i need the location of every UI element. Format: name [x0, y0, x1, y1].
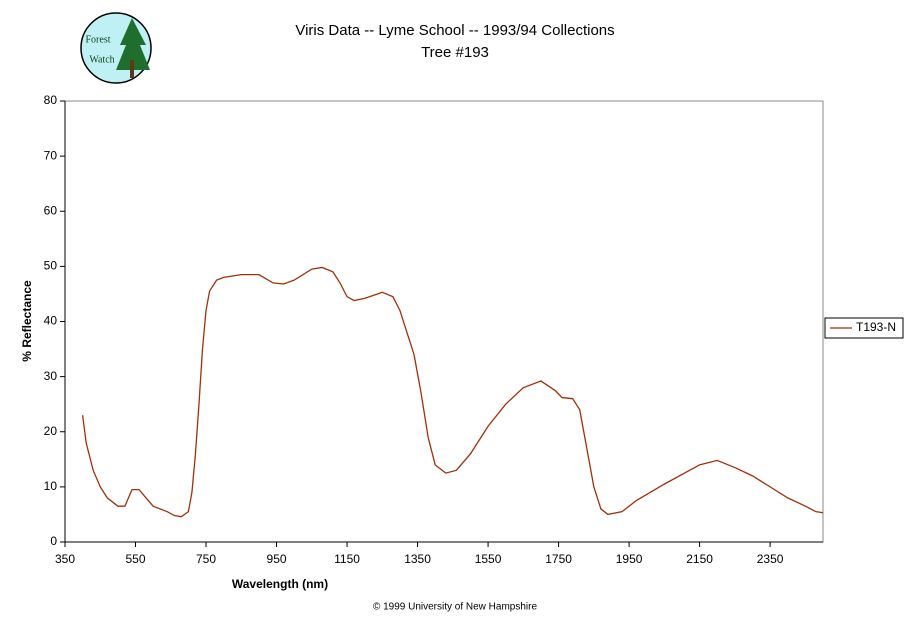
- x-tick-label: 1550: [475, 552, 502, 566]
- logo: Forest Watch: [80, 12, 152, 84]
- logo-text: Watch: [89, 54, 114, 65]
- y-tick-label: 0: [50, 534, 57, 548]
- x-tick-label: 2350: [757, 552, 784, 566]
- legend-label: T193-N: [856, 320, 896, 334]
- chart-subtitle: Tree #193: [421, 44, 489, 61]
- y-tick-label: 50: [44, 259, 58, 273]
- x-axis-title: Wavelength (nm): [232, 577, 328, 591]
- y-tick-label: 80: [44, 93, 58, 107]
- data-line: [81, 266, 824, 518]
- x-tick-label: 950: [267, 552, 287, 566]
- y-tick-label: 40: [44, 314, 58, 328]
- logo-text: Forest: [86, 34, 111, 45]
- x-tick-label: 1750: [545, 552, 572, 566]
- y-axis-title: % Reflectance: [20, 280, 34, 362]
- x-tick-label: 1350: [404, 552, 431, 566]
- y-tick-label: 30: [44, 369, 58, 383]
- x-tick-label: 550: [125, 552, 145, 566]
- plot-area: [64, 100, 824, 543]
- y-tick-label: 60: [44, 203, 58, 217]
- y-tick-label: 70: [44, 148, 58, 162]
- footer: © 1999 University of New Hampshire: [373, 602, 538, 613]
- x-tick-label: 750: [196, 552, 216, 566]
- x-tick-label: 1950: [616, 552, 643, 566]
- y-tick-label: 20: [44, 424, 58, 438]
- y-tick-label: 10: [44, 479, 58, 493]
- x-tick-label: 2150: [686, 552, 713, 566]
- chart-title: Viris Data -- Lyme School -- 1993/94 Col…: [295, 22, 614, 39]
- x-tick-label: 1150: [334, 552, 360, 566]
- x-tick-label: 350: [55, 552, 75, 566]
- legend-box: [824, 317, 904, 339]
